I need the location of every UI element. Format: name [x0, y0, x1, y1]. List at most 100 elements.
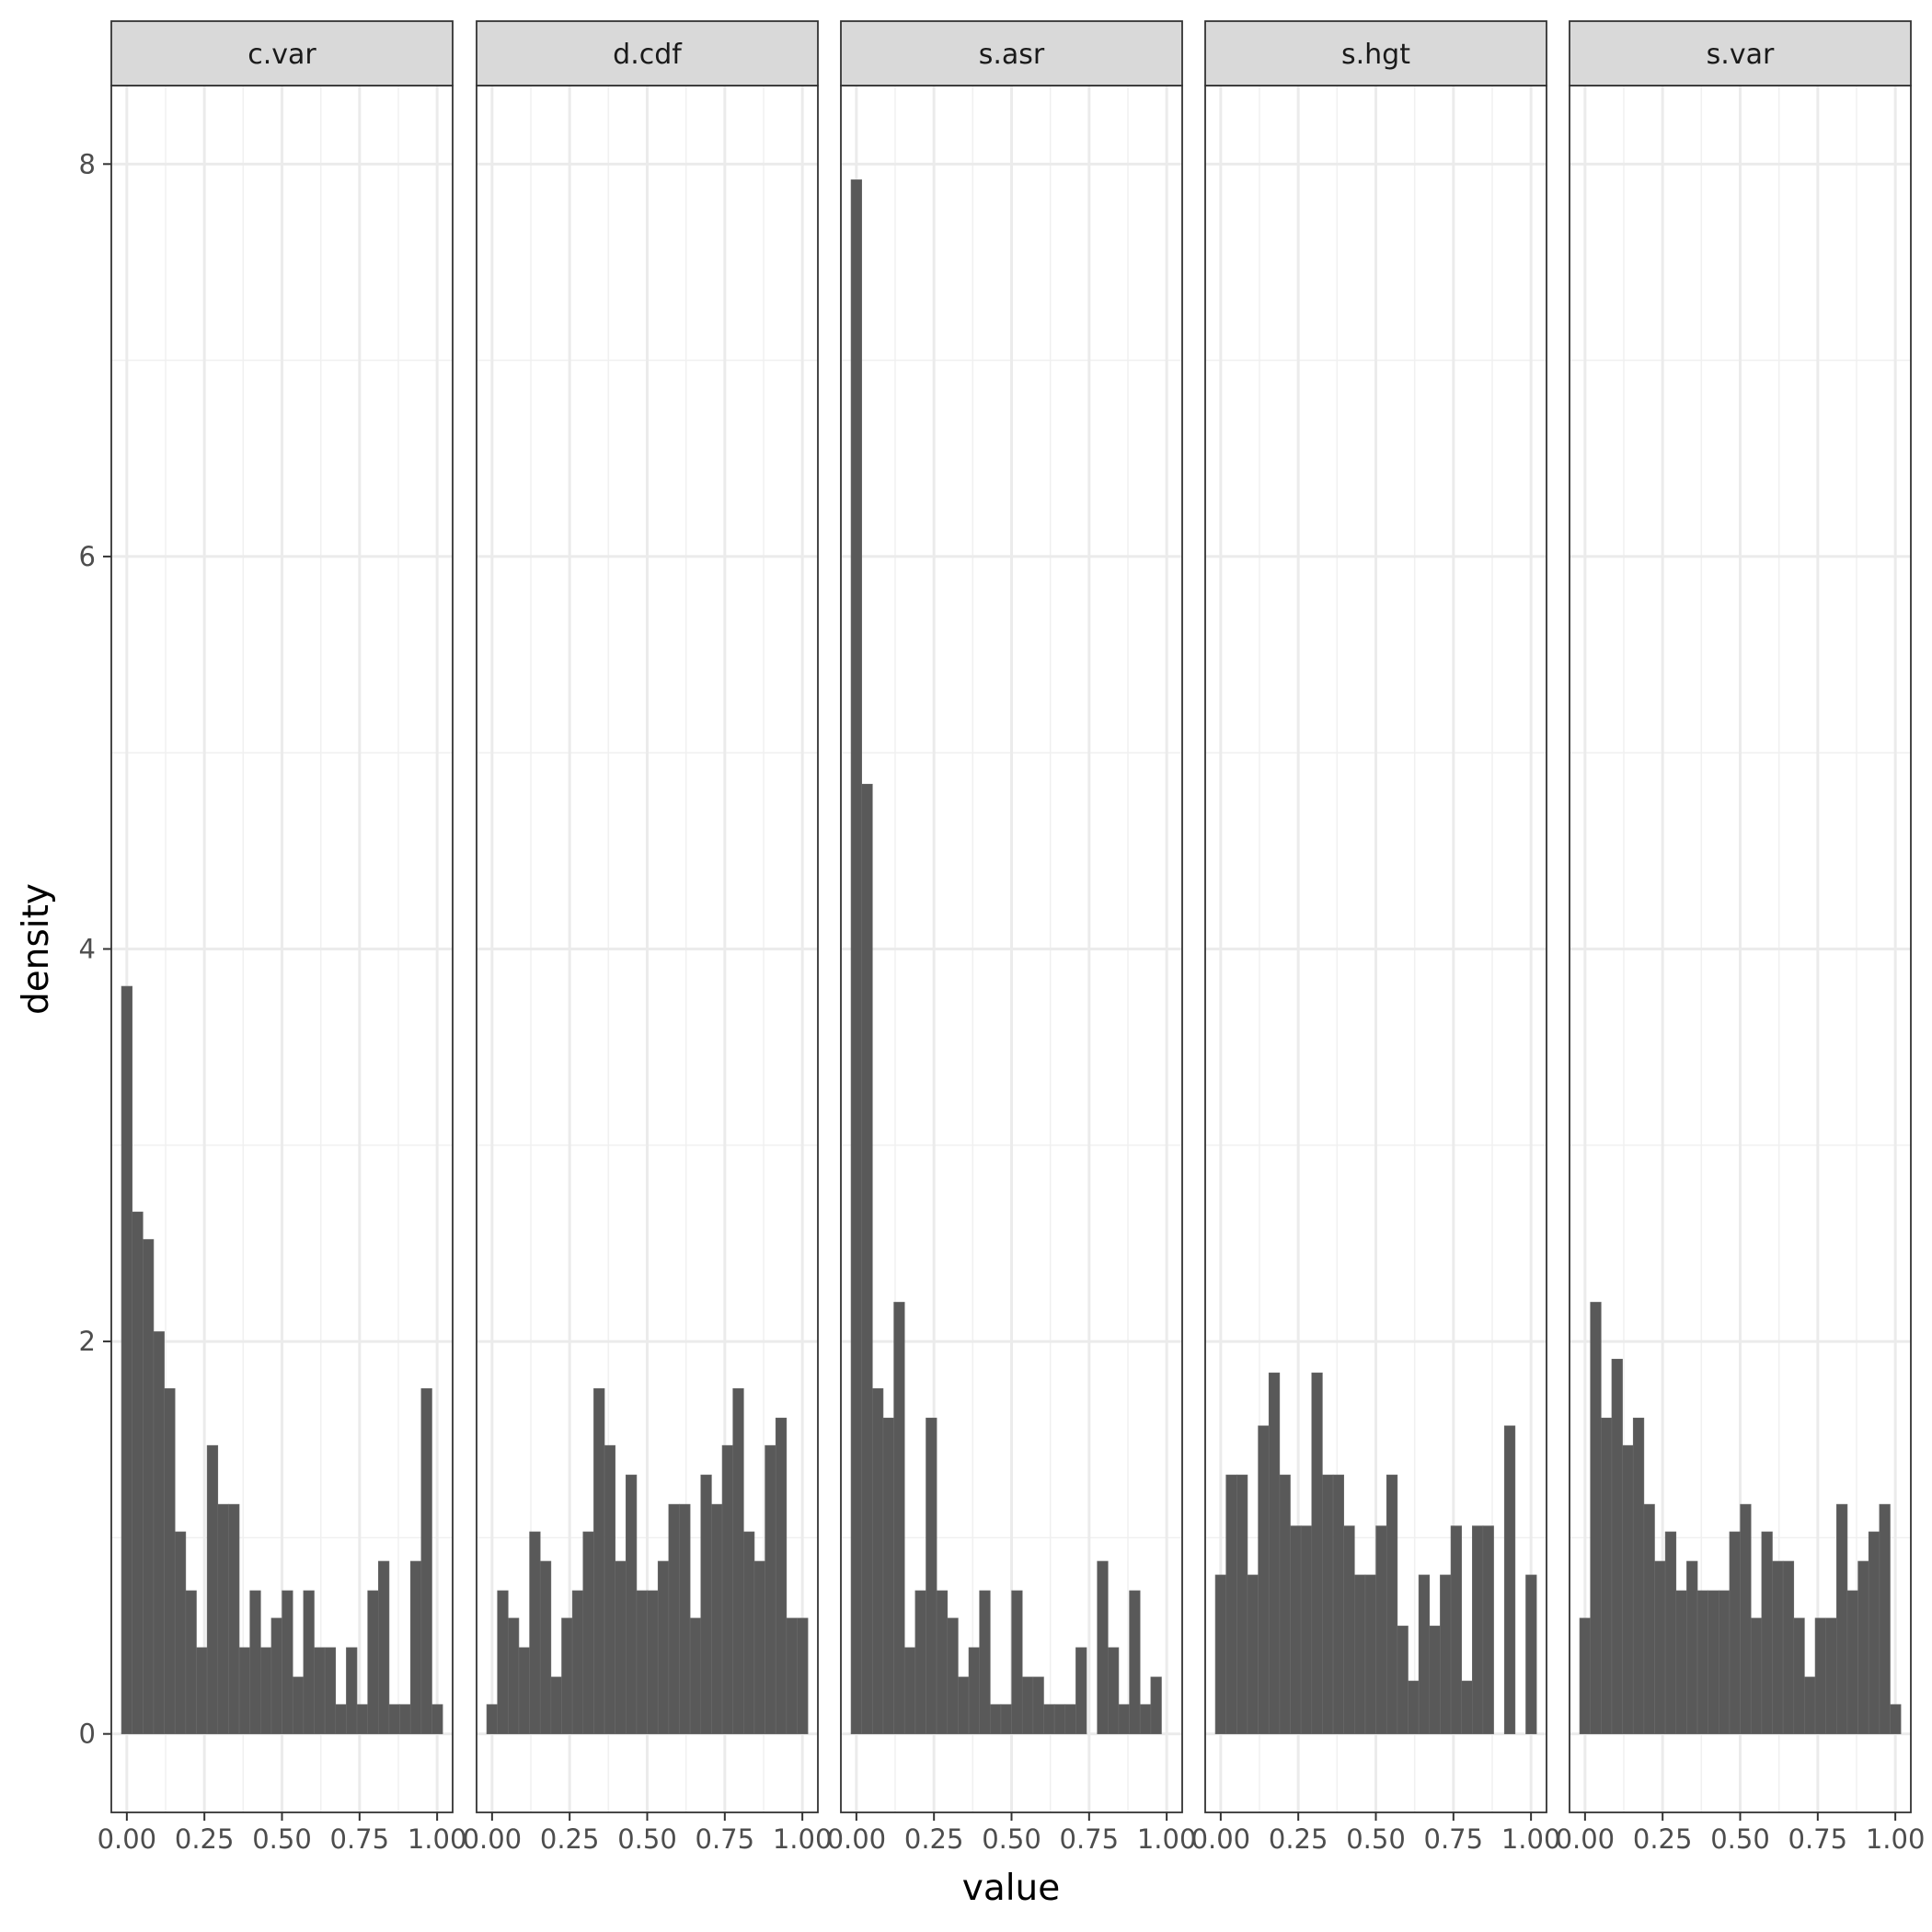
histogram-bar — [249, 1590, 261, 1734]
histogram-bar — [753, 1560, 765, 1734]
histogram-bar — [1064, 1704, 1076, 1734]
histogram-bar — [292, 1676, 305, 1734]
histogram-bars — [121, 985, 443, 1734]
histogram-bar — [529, 1531, 541, 1734]
histogram-bar — [1793, 1617, 1805, 1734]
facet-panel-s-asr: s.asr 0.00 0.25 0.50 0.75 1.00 — [827, 20, 1197, 1855]
histogram-bar — [1846, 1590, 1858, 1734]
histogram-bar — [1782, 1560, 1795, 1734]
histogram-bar — [420, 1387, 432, 1734]
histogram-bar — [872, 1387, 884, 1734]
histogram-bar — [926, 1417, 937, 1734]
histogram-bar — [786, 1617, 798, 1734]
histogram-bar — [657, 1560, 670, 1734]
histogram-bars — [1214, 1372, 1537, 1734]
histogram-bar — [1364, 1574, 1376, 1734]
histogram-bar — [1708, 1590, 1719, 1734]
histogram-bar — [508, 1617, 520, 1734]
histogram-bar — [153, 1331, 165, 1734]
facet-panel-d-cdf: d.cdf 0.00 0.25 0.50 0.75 1.00 — [463, 20, 832, 1855]
histogram-bar — [121, 985, 132, 1734]
histogram-bar — [1021, 1676, 1034, 1734]
histogram-bar — [1418, 1574, 1431, 1734]
facet-strip — [840, 20, 1183, 86]
panel-gridlines — [1570, 86, 1911, 1812]
histogram-bar — [1343, 1525, 1355, 1734]
y-axis-title: density — [16, 883, 57, 1015]
histogram-bar — [1632, 1417, 1645, 1734]
x-tick-label: 0.50 — [252, 1823, 312, 1855]
histogram-bar — [893, 1302, 905, 1734]
histogram-bar — [238, 1647, 250, 1734]
histogram-bar — [1322, 1474, 1334, 1734]
histogram-bar — [1825, 1617, 1837, 1734]
histogram-bar — [409, 1560, 422, 1734]
histogram-bar — [850, 179, 862, 1734]
x-tick-label: 0.75 — [1424, 1823, 1484, 1855]
y-tick-label: 6 — [79, 541, 96, 572]
histogram-bar — [968, 1647, 980, 1734]
histogram-bar — [1740, 1503, 1752, 1734]
histogram-bar — [1053, 1704, 1066, 1734]
histogram-bar — [335, 1704, 347, 1734]
facet-strip — [476, 20, 819, 86]
histogram-bar — [324, 1647, 337, 1734]
x-axis-ticks: 0.00 0.25 0.50 0.75 1.00 — [1556, 1812, 1926, 1855]
x-tick-label: 0.00 — [1191, 1823, 1251, 1855]
x-axis-ticks: 0.00 0.25 0.50 0.75 1.00 — [463, 1812, 832, 1855]
histogram-bar — [721, 1444, 733, 1734]
x-tick-label: 0.50 — [1710, 1823, 1770, 1855]
x-tick-label: 1.00 — [1137, 1823, 1197, 1855]
histogram-bar — [1772, 1560, 1784, 1734]
histogram-bar — [647, 1590, 659, 1734]
histogram-bar — [539, 1560, 552, 1734]
histogram-bar — [1461, 1680, 1473, 1734]
x-tick-label: 0.25 — [175, 1823, 235, 1855]
histogram-bar — [711, 1503, 723, 1734]
histogram-bar — [399, 1704, 411, 1734]
histogram-bar — [979, 1590, 991, 1734]
histogram-bar — [561, 1617, 573, 1734]
histogram-bar — [1611, 1358, 1623, 1734]
histogram-bar — [1354, 1574, 1366, 1734]
x-tick-label: 0.50 — [1346, 1823, 1406, 1855]
facet-strip-label: s.var — [1707, 39, 1775, 71]
x-tick-label: 0.25 — [1633, 1823, 1693, 1855]
facet-panel-c-var: c.var 0.00 0.25 0.50 0.75 1.00 — [98, 20, 466, 1855]
histogram-bar — [1290, 1525, 1302, 1734]
histogram-bar — [1311, 1372, 1323, 1734]
x-axis-ticks: 0.00 0.25 0.50 0.75 1.00 — [827, 1812, 1197, 1855]
histogram-bar — [593, 1387, 605, 1734]
histogram-bar — [367, 1590, 379, 1734]
x-tick-label: 0.50 — [617, 1823, 677, 1855]
histogram-bar — [903, 1647, 916, 1734]
histogram-bar — [1696, 1590, 1708, 1734]
histogram-bar — [765, 1444, 776, 1734]
x-tick-label: 0.00 — [1556, 1823, 1616, 1855]
histogram-bar — [1043, 1704, 1055, 1734]
histogram-bar — [1300, 1525, 1313, 1734]
histogram-bar — [1375, 1525, 1387, 1734]
x-tick-label: 0.75 — [1788, 1823, 1848, 1855]
histogram-bar — [1472, 1525, 1484, 1734]
x-tick-label: 0.00 — [98, 1823, 157, 1855]
facet-strip — [1204, 20, 1547, 86]
histogram-bar — [626, 1474, 638, 1734]
histogram-bar — [732, 1387, 744, 1734]
histogram-bar — [1075, 1647, 1087, 1734]
y-tick-label: 4 — [79, 934, 96, 965]
histogram-bar — [1525, 1574, 1537, 1734]
histogram-bar — [571, 1590, 584, 1734]
histogram-bar — [1804, 1676, 1816, 1734]
x-tick-label: 0.50 — [982, 1823, 1041, 1855]
histogram-bar — [743, 1531, 755, 1734]
histogram-bar — [206, 1444, 219, 1734]
histogram-bar — [604, 1444, 615, 1734]
histogram-bar — [270, 1617, 282, 1734]
histogram-bar — [1429, 1626, 1441, 1734]
histogram-bar — [1890, 1704, 1902, 1734]
y-tick-label: 8 — [79, 148, 96, 179]
histogram-bar — [1097, 1560, 1109, 1734]
x-tick-label: 1.00 — [1866, 1823, 1926, 1855]
